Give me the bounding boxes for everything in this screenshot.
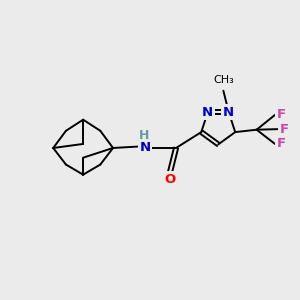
Text: N: N — [223, 106, 234, 119]
Text: CH₃: CH₃ — [213, 75, 234, 85]
Text: N: N — [202, 106, 213, 119]
Text: H: H — [139, 129, 149, 142]
Text: F: F — [277, 137, 286, 151]
Text: O: O — [164, 173, 175, 186]
Text: F: F — [280, 123, 289, 136]
Text: F: F — [277, 108, 286, 122]
Text: N: N — [139, 142, 150, 154]
